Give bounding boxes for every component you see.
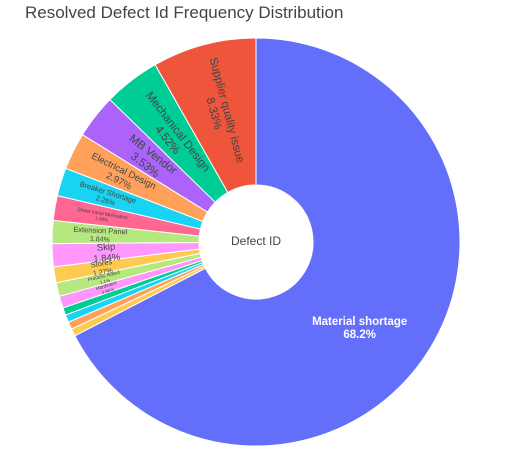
donut-hole xyxy=(199,185,313,299)
slices-layer xyxy=(51,37,461,447)
slice-percent-label: 1.84% xyxy=(93,252,121,265)
slice-name-label: Extension Panel xyxy=(73,225,128,237)
slice-percent-label: 1.1% xyxy=(99,278,110,285)
slice-percent-label: 1.98% xyxy=(95,216,108,223)
slice-name-label: Stores xyxy=(90,257,113,269)
slice-percent-label: 0.96% xyxy=(101,287,115,296)
center-label: Defect ID xyxy=(231,234,281,248)
chart-title: Resolved Defect Id Frequency Distributio… xyxy=(25,3,344,22)
slice-percent-label: 68.2% xyxy=(343,329,376,341)
slice-name-label: Material shortage xyxy=(312,316,407,328)
slice-percent-label: 1.27% xyxy=(93,268,114,278)
slice-name-label: Skip xyxy=(96,242,115,254)
slice-percent-label: 1.84% xyxy=(90,236,110,244)
